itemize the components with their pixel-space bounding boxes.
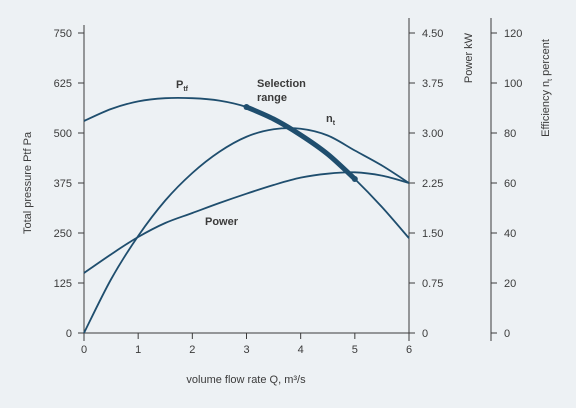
series-point-nt xyxy=(272,127,276,131)
efficiency-tick-label: 80 xyxy=(504,128,516,140)
x-tick-label: 2 xyxy=(189,344,195,356)
series-point-power xyxy=(326,172,330,176)
power-tick-label: 0.75 xyxy=(422,278,443,290)
series-point-nt xyxy=(299,127,303,131)
efficiency-tick-label: 40 xyxy=(504,228,516,240)
series-point-power xyxy=(109,253,113,257)
efficiency-tick-label: 0 xyxy=(504,328,510,340)
power-tick-label: 3.75 xyxy=(422,78,443,90)
selection-end-marker xyxy=(351,176,358,182)
series-point-ptf xyxy=(109,107,113,111)
power-axis-title: Power kW xyxy=(463,32,475,83)
efficiency-axis-title: Efficiency nt percent xyxy=(540,39,554,137)
series-point-nt xyxy=(326,134,330,138)
series-point-ptf xyxy=(163,96,167,100)
series-point-power xyxy=(218,201,222,205)
series-line-power xyxy=(83,171,410,274)
ptf-label-sub: tf xyxy=(183,86,188,93)
series-point-nt xyxy=(191,171,195,175)
series-line-ptf xyxy=(83,96,410,239)
pressure-axis-title: Total pressure Ptf Pa xyxy=(22,131,34,234)
selection-label-line1: Selection xyxy=(257,78,306,90)
efficiency-tick-label: 20 xyxy=(504,278,516,290)
series-point-power xyxy=(163,221,167,225)
series-point-ptf xyxy=(218,99,222,103)
ptf-label-main: P xyxy=(176,79,183,91)
efficiency-title-main: Efficiency n xyxy=(540,81,552,137)
series-line-nt xyxy=(83,127,410,334)
axes-layer: 0 1 2 3 4 5 6012525037550062575000.751.502.253… xyxy=(54,18,522,356)
power-tick-label: 1.50 xyxy=(422,228,443,240)
series-point-ptf xyxy=(380,205,384,209)
power-curve-label: Power xyxy=(205,216,239,228)
series-point-nt xyxy=(82,331,86,335)
series-layer xyxy=(82,96,411,335)
power-tick-label: 2.25 xyxy=(422,178,443,190)
x-tick-label: 0 xyxy=(81,344,87,356)
series-point-nt xyxy=(136,234,140,238)
x-tick-label: 6 xyxy=(406,344,412,356)
power-tick-label: 3.00 xyxy=(422,128,443,140)
ptf-curve-label: Ptf xyxy=(176,79,189,93)
power-tick-label: 4.50 xyxy=(422,28,443,40)
series-point-power xyxy=(353,171,357,175)
series-point-ptf xyxy=(407,236,411,240)
series-point-power xyxy=(245,192,249,196)
pressure-tick-label: 125 xyxy=(54,278,72,290)
series-point-nt xyxy=(163,199,167,203)
x-tick-label: 3 xyxy=(243,344,249,356)
x-axis-title: volume flow rate Q, m³/s xyxy=(186,374,306,386)
efficiency-tick-label: 100 xyxy=(504,78,522,90)
pressure-tick-label: 500 xyxy=(54,128,72,140)
selection-start-marker xyxy=(243,104,250,110)
pressure-tick-label: 625 xyxy=(54,78,72,90)
series-point-power xyxy=(380,174,384,178)
series-point-power xyxy=(191,211,195,215)
x-tick-label: 5 xyxy=(352,344,358,356)
nt-label-main: n xyxy=(326,113,333,125)
series-point-ptf xyxy=(191,96,195,100)
efficiency-tick-label: 120 xyxy=(504,28,522,40)
series-point-nt xyxy=(380,164,384,168)
x-tick-label: 4 xyxy=(298,344,304,356)
pressure-tick-label: 0 xyxy=(66,328,72,340)
series-point-nt xyxy=(109,277,113,281)
labels-layer: volume flow rate Q, m³/s Total pressure P… xyxy=(22,32,554,386)
pressure-tick-label: 375 xyxy=(54,178,72,190)
series-point-nt xyxy=(218,150,222,154)
power-tick-label: 0 xyxy=(422,328,428,340)
pressure-tick-label: 250 xyxy=(54,228,72,240)
pressure-tick-label: 750 xyxy=(54,28,72,40)
efficiency-title-tail: percent xyxy=(540,39,552,79)
series-point-nt xyxy=(407,181,411,185)
series-point-power xyxy=(272,183,276,187)
x-tick-label: 1 xyxy=(135,344,141,356)
series-point-ptf xyxy=(82,119,86,123)
series-point-power xyxy=(82,271,86,275)
efficiency-tick-label: 60 xyxy=(504,178,516,190)
selection-range-segment xyxy=(244,104,358,182)
efficiency-title-sub: t xyxy=(547,79,554,81)
nt-label-sub: t xyxy=(333,120,336,127)
series-point-nt xyxy=(245,135,249,139)
series-point-nt xyxy=(353,149,357,153)
nt-curve-label: nt xyxy=(326,113,336,127)
series-point-power xyxy=(299,176,303,180)
selection-label-line2: range xyxy=(257,92,287,104)
series-point-ptf xyxy=(136,100,140,104)
